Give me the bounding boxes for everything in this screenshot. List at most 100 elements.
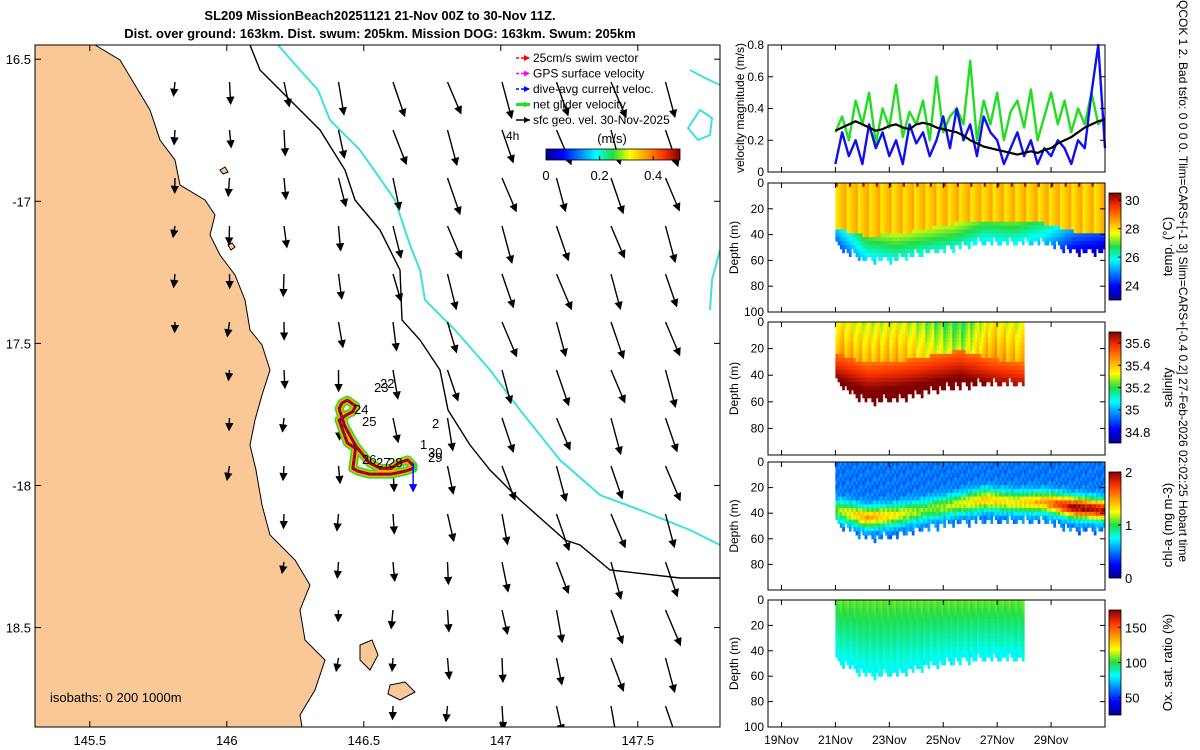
- section-cell: [940, 198, 944, 203]
- section-cell: [900, 183, 904, 188]
- section-cell: [866, 213, 870, 219]
- section-cell: [907, 225, 911, 230]
- section-cell: [864, 393, 868, 399]
- section-cell: [909, 373, 913, 379]
- section-cell: [938, 213, 942, 219]
- section-cell: [956, 477, 960, 482]
- section-cell: [893, 361, 897, 367]
- section-cell: [929, 213, 933, 219]
- section-cell: [835, 202, 839, 207]
- section-cell: [997, 213, 1000, 219]
- section-cell: [967, 206, 971, 211]
- section-cell: [918, 515, 922, 521]
- geo-velocity-arrow: [226, 129, 235, 149]
- section-cell: [848, 377, 852, 383]
- section-cell: [884, 206, 888, 211]
- section-cell: [909, 361, 913, 367]
- section-cell: [898, 477, 902, 482]
- section-cell: [911, 361, 915, 367]
- track-day-label: 1: [420, 437, 427, 452]
- section-cell: [916, 488, 920, 494]
- section-cell: [1066, 213, 1070, 219]
- section-cell: [1062, 202, 1066, 207]
- section-cell: [997, 337, 1000, 343]
- section-cell: [887, 500, 890, 505]
- section-cell: [866, 233, 870, 238]
- section-cell: [916, 481, 920, 486]
- section-cell: [909, 237, 913, 242]
- section-cell: [884, 198, 888, 203]
- section-cell: [947, 481, 951, 486]
- section-cell: [945, 377, 949, 383]
- section-cell: [965, 213, 969, 219]
- section-cell: [914, 337, 917, 343]
- section-cell: [862, 202, 866, 207]
- section-cell: [958, 385, 962, 391]
- section-cell: [911, 465, 915, 471]
- section-cell: [911, 377, 915, 383]
- section-cell: [958, 469, 962, 475]
- section-cell: [952, 341, 955, 347]
- section-cell: [909, 202, 913, 207]
- section-cell: [914, 229, 917, 234]
- section-cell: [898, 519, 902, 524]
- section-cell: [866, 492, 870, 498]
- section-cell: [837, 496, 841, 501]
- section-cell: [936, 357, 940, 363]
- section-cell: [873, 241, 877, 246]
- section-cell: [909, 244, 913, 250]
- section-cell: [985, 337, 989, 343]
- section-cell: [887, 217, 890, 223]
- section-cell: [857, 213, 861, 219]
- section-cell: [1048, 186, 1052, 192]
- section-cell: [882, 519, 886, 524]
- section-cell: [837, 508, 841, 513]
- section-cell: [983, 357, 987, 363]
- section-cell: [932, 329, 935, 335]
- section-cell: [871, 361, 875, 367]
- section-cell: [967, 345, 971, 351]
- section-cell: [891, 389, 895, 395]
- section-cell: [862, 465, 866, 471]
- section-cell: [1019, 353, 1023, 359]
- section-cell: [918, 492, 922, 498]
- section-cell: [835, 485, 839, 490]
- section-cell: [896, 329, 899, 335]
- section-cell: [1021, 369, 1025, 375]
- section-cell: [945, 465, 949, 471]
- section-cell: [835, 345, 839, 351]
- section-cell: [983, 225, 987, 230]
- section-cell: [1019, 198, 1023, 203]
- section-cell: [963, 186, 967, 192]
- section-cell: [905, 473, 908, 478]
- section-cell: [938, 465, 942, 471]
- section-cell: [920, 519, 924, 524]
- section-cell: [848, 357, 852, 363]
- section-cell: [983, 465, 987, 471]
- section-cell: [1087, 241, 1090, 246]
- section-cell: [918, 198, 922, 203]
- section-cell: [1008, 365, 1012, 371]
- section-cell: [965, 233, 969, 238]
- section-cell: [866, 241, 870, 246]
- section-cell: [934, 337, 937, 343]
- section-cell: [1087, 221, 1090, 227]
- section-cell: [1006, 345, 1009, 351]
- section-cell: [837, 337, 841, 343]
- section-cell: [1064, 221, 1068, 227]
- section-cell: [860, 527, 863, 532]
- section-cell: [860, 202, 863, 207]
- section-cell: [1064, 198, 1068, 203]
- section-cell: [992, 229, 996, 234]
- section-cell: [893, 206, 897, 211]
- section-cell: [902, 217, 906, 223]
- section-cell: [952, 213, 955, 219]
- section-cell: [1026, 225, 1030, 230]
- section-cell: [855, 198, 859, 203]
- section-cell: [873, 485, 877, 490]
- section-cell: [927, 373, 931, 379]
- section-cell: [961, 462, 964, 467]
- section-cell: [907, 373, 911, 379]
- section-cell: [943, 477, 946, 482]
- section-cell: [884, 385, 888, 391]
